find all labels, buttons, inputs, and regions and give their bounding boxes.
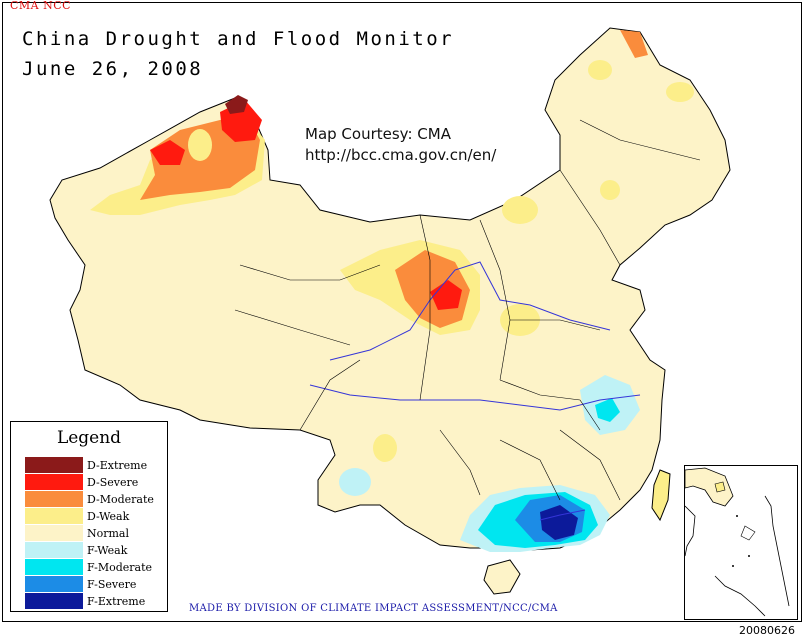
flood-regions: [339, 375, 640, 552]
legend-swatch: [25, 457, 83, 473]
taiwan-island: [651, 469, 671, 522]
date-stamp: 20080626: [739, 624, 795, 637]
hainan-island: [483, 559, 521, 595]
legend-label: D-Extreme: [87, 459, 148, 472]
courtesy-url: http://bcc.cma.gov.cn/en/: [305, 146, 497, 164]
drought-regions: [90, 30, 694, 462]
legend-item-d-extreme: D-Extreme: [25, 457, 165, 473]
legend-item-f-moderate: F-Moderate: [25, 559, 165, 575]
legend-label: F-Moderate: [87, 561, 153, 574]
legend-label: D-Severe: [87, 476, 139, 489]
map-title: China Drought and Flood Monitor: [22, 28, 455, 50]
legend-item-f-extreme: F-Extreme: [25, 593, 165, 609]
legend-label: D-Moderate: [87, 493, 154, 506]
map-courtesy: Map Courtesy: CMA http://bcc.cma.gov.cn/…: [305, 124, 496, 166]
south-china-sea-inset: [684, 465, 798, 620]
legend-item-f-weak: F-Weak: [25, 542, 165, 558]
rivers: [309, 261, 641, 521]
map-date: June 26, 2008: [22, 58, 204, 80]
legend-item-d-moderate: D-Moderate: [25, 491, 165, 507]
legend-swatch: [25, 576, 83, 592]
legend-item-f-severe: F-Severe: [25, 576, 165, 592]
legend-item-d-weak: D-Weak: [25, 508, 165, 524]
legend-item-normal: Normal: [25, 525, 165, 541]
legend-swatch: [25, 474, 83, 490]
legend-swatch: [25, 525, 83, 541]
inset-map: [684, 467, 790, 617]
province-boundaries: [234, 119, 701, 501]
legend-label: Normal: [87, 527, 130, 540]
legend-swatch: [25, 593, 83, 609]
legend-label: D-Weak: [87, 510, 130, 523]
legend-swatch: [25, 491, 83, 507]
legend-swatch: [25, 559, 83, 575]
made-by-credit: MADE BY DIVISION OF CLIMATE IMPACT ASSES…: [189, 603, 558, 614]
legend-swatch: [25, 542, 83, 558]
legend-swatch: [25, 508, 83, 524]
legend-item-d-severe: D-Severe: [25, 474, 165, 490]
legend-label: F-Weak: [87, 544, 128, 557]
org-tag: CMA NCC: [10, 0, 72, 12]
courtesy-line: Map Courtesy: CMA: [305, 125, 451, 143]
legend-label: F-Severe: [87, 578, 137, 591]
legend: Legend D-Extreme D-Severe D-Moderate D-W…: [10, 421, 168, 612]
legend-label: F-Extreme: [87, 595, 146, 608]
legend-title: Legend: [56, 428, 122, 448]
